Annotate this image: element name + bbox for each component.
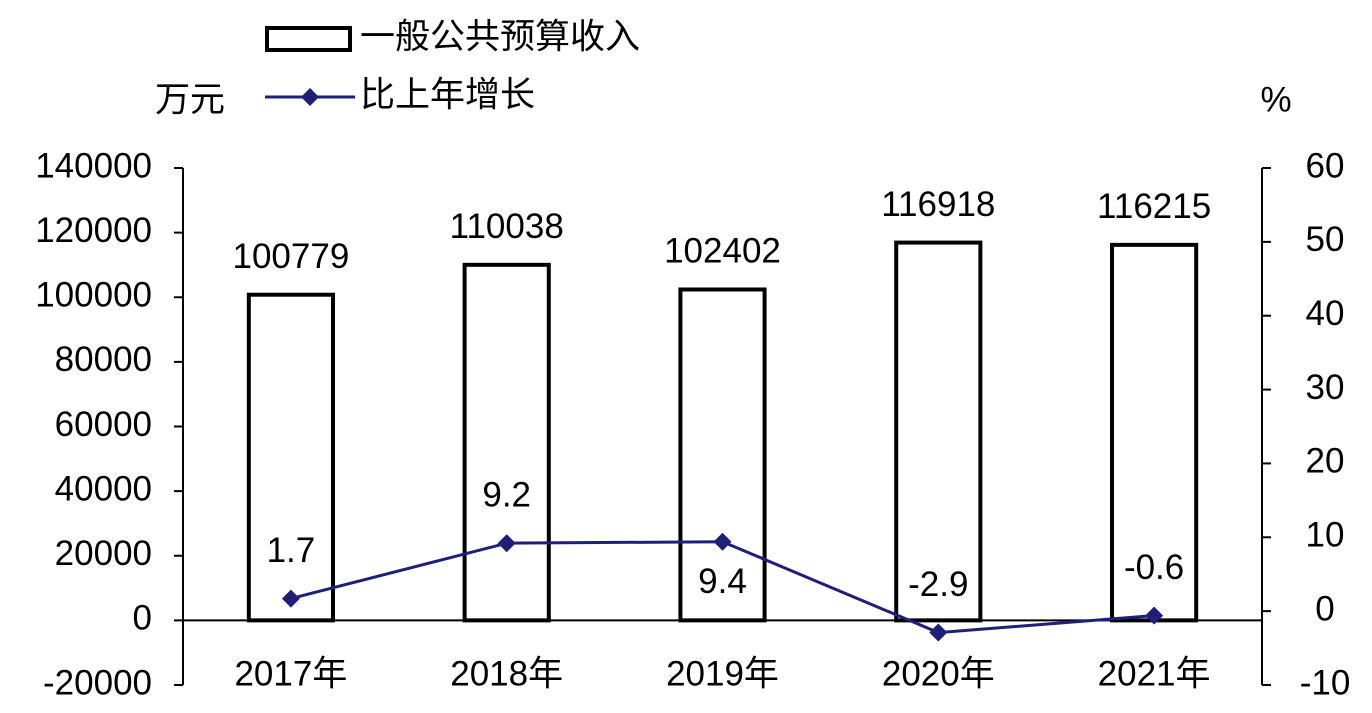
y-tick-label: 0	[133, 599, 152, 638]
bar	[462, 262, 551, 623]
y2-tick-label: 30	[1306, 368, 1345, 407]
legend-marker	[301, 88, 319, 106]
bar-value-label: 116215	[1097, 187, 1211, 226]
bar-value-label: 116918	[881, 185, 995, 224]
y2-tick-label: -10	[1300, 663, 1351, 702]
line-value-label: -2.9	[908, 565, 968, 604]
line-value-label: 9.4	[698, 562, 747, 601]
y-tick-label: 140000	[35, 146, 152, 185]
y-tick-label: 20000	[55, 534, 152, 573]
line-value-label: 9.2	[482, 475, 531, 514]
y2-tick-label: 60	[1306, 146, 1345, 185]
line-marker	[497, 534, 516, 553]
y2-tick-label: 0	[1315, 589, 1334, 628]
bar-value-label: 110038	[450, 207, 564, 246]
x-tick-label: 2019年	[666, 655, 779, 694]
line-marker	[281, 589, 300, 608]
legend-swatch	[265, 26, 352, 52]
y-tick-label: 100000	[35, 276, 152, 315]
legend-label: 比上年增长	[360, 75, 535, 114]
line-value-label: -0.6	[1124, 548, 1184, 587]
x-tick-label: 2017年	[234, 655, 347, 694]
y-tick-label: -20000	[43, 663, 152, 702]
line-marker	[713, 532, 732, 551]
line-marker	[1145, 606, 1164, 625]
bar	[894, 240, 983, 623]
y2-tick-label: 50	[1306, 220, 1345, 259]
bar	[246, 292, 335, 623]
y-tick-label: 120000	[35, 211, 152, 250]
y-axis-unit: 万元	[155, 80, 225, 119]
y2-tick-label: 40	[1306, 294, 1345, 333]
line-marker	[929, 623, 948, 642]
y2-tick-label: 10	[1306, 516, 1345, 555]
line-value-label: 1.7	[267, 531, 316, 570]
x-tick-label: 2021年	[1098, 655, 1211, 694]
y-tick-label: 60000	[55, 405, 152, 444]
bar-value-label: 100779	[233, 237, 350, 276]
y2-tick-label: 20	[1306, 442, 1345, 481]
bar	[1110, 242, 1199, 623]
x-tick-label: 2018年	[450, 655, 563, 694]
y-tick-label: 40000	[55, 469, 152, 508]
legend-label: 一般公共预算收入	[360, 17, 640, 56]
bar	[678, 287, 767, 623]
y2-axis-unit: %	[1260, 80, 1291, 119]
x-tick-label: 2020年	[882, 655, 995, 694]
y-tick-label: 80000	[55, 340, 152, 379]
bar-value-label: 102402	[664, 232, 781, 271]
